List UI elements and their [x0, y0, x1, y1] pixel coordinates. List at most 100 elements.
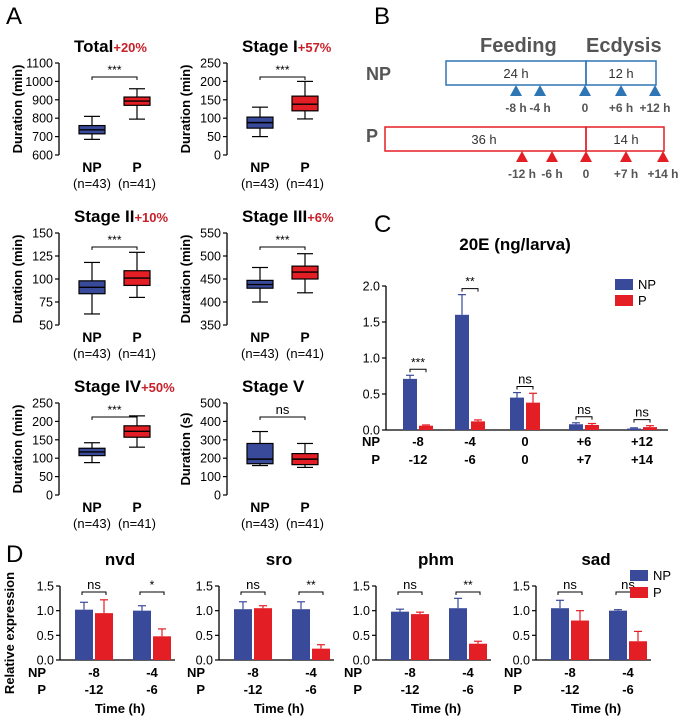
sample-size-np: (n=43)	[73, 516, 111, 531]
box-plot-stage-1: Stage I+57% Duration (min) 0 50 100 150 200 250…	[178, 37, 332, 191]
p-bar	[95, 613, 113, 660]
expression-panel-nvd: nvd 0.0 0.5 1.0 1.5 ns -8 -12 * -4 -6 NP P Time (h)	[28, 550, 175, 716]
np-bar	[627, 428, 641, 430]
panel-title: phm	[418, 550, 454, 569]
category-label-p: P	[300, 159, 309, 175]
chart-title: 20E (ng/larva)	[459, 235, 571, 254]
y-tick-label: 0	[214, 489, 221, 503]
y-tick-label: 1100	[26, 57, 53, 71]
y-tick-label: 100	[32, 273, 53, 287]
p-row-label: P	[366, 126, 378, 146]
p-bar	[571, 620, 589, 660]
significance-bracket	[557, 591, 583, 595]
y-tick-label: 100	[200, 112, 221, 126]
p-bar	[411, 614, 429, 660]
significance-bracket	[240, 591, 266, 595]
y-axis-label: Duration (min)	[10, 235, 25, 324]
np-row-label: NP	[28, 665, 46, 680]
y-axis-label: Duration (min)	[10, 65, 25, 154]
significance-bracket	[455, 591, 481, 595]
np-marker-label: +6 h	[609, 101, 633, 115]
p-bar	[643, 427, 657, 430]
p-marker-triangle	[657, 151, 669, 162]
category-label-p: P	[132, 329, 141, 345]
y-tick-label: 0.5	[353, 629, 370, 643]
significance-label: ***	[107, 63, 121, 77]
y-tick-label: 1.5	[363, 316, 380, 330]
y-tick-label: 1.0	[196, 604, 213, 618]
significance-label: *	[150, 578, 155, 592]
np-marker-label: -8 h	[505, 101, 526, 115]
significance-bracket	[259, 246, 306, 250]
category-label-np: NP	[82, 499, 101, 515]
np-category-label: -4	[462, 665, 474, 680]
np-marker-label: 0	[582, 101, 589, 115]
np-category-label: +12	[631, 434, 653, 449]
significance-label: ns	[635, 405, 649, 420]
significance-label: ***	[107, 403, 121, 417]
y-tick-label: 0.5	[513, 629, 530, 643]
panel-label-d: D	[6, 541, 23, 568]
y-tick-label: 200	[32, 415, 53, 429]
ecdysone-bar-chart: 20E (ng/larva) 0.0 0.5 1.0 1.5 2.0 *** -8 -12 ** -…	[362, 235, 668, 467]
legend-swatch-np	[630, 570, 648, 581]
p-category-label: -12	[85, 682, 104, 697]
p-marker-label: -6 h	[541, 167, 562, 181]
significance-label: ns	[276, 402, 290, 417]
significance-bracket	[91, 246, 138, 250]
y-tick-label: 150	[200, 93, 221, 107]
y-tick-label: 0.5	[196, 629, 213, 643]
np-row-label: NP	[187, 665, 205, 680]
sample-size-p: (n=41)	[286, 516, 324, 531]
np-category-label: -4	[305, 665, 317, 680]
p-marker-triangle	[546, 151, 558, 162]
p-row-label: P	[196, 682, 205, 697]
np-row-label: NP	[366, 64, 391, 84]
p-bar	[153, 636, 171, 660]
y-tick-label: 50	[207, 130, 221, 144]
np-category-label: -4	[146, 665, 158, 680]
x-axis-label: Time (h)	[571, 701, 621, 716]
p-ecdysis-segment	[585, 126, 665, 152]
y-tick-label: 0	[46, 489, 53, 503]
panel-title: sro	[266, 550, 292, 569]
y-tick-label: 450	[200, 273, 221, 287]
significance-label: ***	[275, 233, 289, 247]
significance-label: **	[306, 578, 316, 592]
y-tick-label: 700	[32, 130, 53, 144]
y-tick-label: 100	[200, 470, 221, 484]
p-bar	[419, 425, 433, 430]
legend-label-np: NP	[653, 568, 671, 583]
y-tick-label: 1.5	[513, 580, 530, 594]
np-time-markers: -8 h -4 h 0 +6 h +12 h	[505, 85, 671, 115]
box-plot-title: Stage I+57%	[242, 37, 332, 56]
y-tick-label: 1.0	[363, 352, 380, 366]
p-marker-label: -12 h	[508, 167, 536, 181]
legend-label-p: P	[653, 585, 662, 600]
panel-title: nvd	[105, 550, 135, 569]
np-category-label: -4	[464, 434, 476, 449]
p-category-label: -6	[622, 682, 634, 697]
p-marker-label: 0	[583, 167, 590, 181]
np-category-label: -4	[622, 665, 634, 680]
p-category-label: -6	[305, 682, 317, 697]
timeline-diagram: Feeding Ecdysis NP P 24 h 12 h 36 h 14 h…	[366, 35, 679, 181]
sample-size-np: (n=43)	[241, 176, 279, 191]
box-plot-title: Stage II+10%	[74, 207, 169, 226]
y-tick-label: 0.0	[37, 654, 54, 668]
y-tick-label: 150	[32, 227, 53, 241]
p-seg2-label: 14 h	[613, 132, 638, 147]
y-tick-label: 0.0	[363, 424, 380, 438]
p-box	[291, 95, 319, 112]
np-bar	[569, 424, 583, 430]
sample-size-p: (n=41)	[286, 176, 324, 191]
y-tick-label: 125	[32, 250, 53, 264]
np-marker-triangle	[534, 85, 546, 96]
np-row-label: NP	[504, 665, 522, 680]
box-plot-title: Stage V	[242, 377, 305, 396]
p-marker-triangle	[580, 151, 592, 162]
significance-label: ns	[403, 577, 417, 592]
np-row-label: NP	[344, 665, 362, 680]
np-bar	[403, 378, 417, 430]
